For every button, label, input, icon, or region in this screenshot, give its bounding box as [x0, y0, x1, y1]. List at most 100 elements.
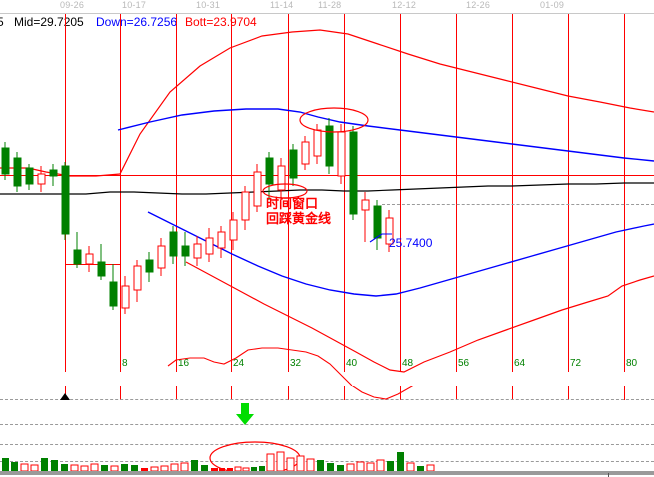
gridline-v-sub [288, 386, 289, 400]
triangle-marker-icon [60, 393, 70, 400]
volume-bar [327, 463, 334, 471]
candle [157, 238, 166, 276]
volume-bar [286, 457, 295, 472]
date-tick-4: 11-28 [318, 0, 342, 10]
volume-bar [131, 465, 138, 471]
gridline-v-sub [344, 386, 345, 400]
sub-dashed-level [0, 461, 654, 462]
axis-divider [0, 13, 654, 14]
volume-bar [90, 463, 99, 472]
gridline-v [624, 14, 625, 372]
sub-dashed-level [0, 424, 654, 425]
date-tick-6: 12-26 [466, 0, 491, 10]
oscillator-line-red [352, 386, 414, 400]
candle [217, 226, 226, 258]
bottom-band-red [185, 261, 654, 373]
date-axis: 09-26 10-17 10-31 11-14 11-28 12-12 12-2… [0, 0, 654, 14]
date-tick-7: 01-09 [540, 0, 565, 10]
volume-bar [201, 465, 208, 471]
sub-dashed-level [0, 399, 654, 400]
candle [205, 228, 214, 262]
volume-bar [417, 466, 424, 471]
candle [289, 144, 298, 186]
volume-bar [387, 461, 394, 471]
upper-band-red [0, 29, 654, 177]
readout-cut: 5 [0, 15, 4, 29]
price-series-svg [0, 29, 654, 373]
annotation-line-2: 回踩黄金线 [266, 212, 332, 227]
price-pane[interactable]: 时间窗口 回踩黄金线 25.7400 8 16 24 32 40 48 56 6… [0, 14, 654, 386]
gridline-v-sub [231, 386, 232, 400]
annotation-text: 时间窗口 回踩黄金线 [266, 197, 331, 227]
candle [301, 136, 310, 170]
volume-bar [180, 462, 189, 472]
candle [37, 166, 46, 192]
volume-bar [101, 465, 108, 471]
gridline-v-sub [624, 386, 625, 400]
candle [25, 164, 34, 190]
pricetag-leader [369, 233, 392, 243]
volume-bar [141, 468, 148, 471]
readout-bott: Bott=23.9704 [185, 15, 257, 29]
xnum-56: 56 [458, 358, 470, 369]
annotation-ellipse-resistance [262, 183, 308, 199]
gridline-v [120, 14, 121, 372]
gridline-v [456, 14, 457, 372]
candle [325, 118, 334, 174]
volume-bar [170, 463, 179, 472]
price-tag: 25.7400 [389, 236, 433, 250]
volume-bar [61, 464, 68, 471]
gridline-v [400, 14, 401, 372]
volume-bar [296, 455, 305, 472]
resistance-line [0, 175, 654, 176]
candle [49, 164, 58, 186]
sub-dashed-level [0, 444, 654, 445]
candle [253, 164, 262, 212]
xnum-48: 48 [402, 358, 414, 369]
candle [361, 192, 370, 242]
volume-bar [121, 464, 128, 471]
gridline-v [344, 14, 345, 372]
gridline-v-sub [176, 386, 177, 400]
gridline-v [288, 14, 289, 372]
volume-bar [346, 463, 355, 472]
date-tick-0: 09-26 [60, 0, 85, 10]
volume-bar [259, 466, 265, 471]
volume-bar [356, 461, 365, 472]
volume-bar [366, 462, 375, 472]
volume-bar [11, 462, 18, 471]
xnum-16: 16 [178, 358, 190, 369]
moving-average-black [0, 182, 654, 195]
candle [169, 226, 178, 264]
readout-mid: Mid=29.7205 [14, 15, 84, 29]
volume-bar [51, 460, 58, 471]
scroll-position-marker[interactable] [608, 473, 609, 477]
volume-bar [211, 468, 218, 471]
xnum-24: 24 [233, 358, 245, 369]
indicator-volume-pane[interactable] [0, 386, 654, 477]
date-tick-1: 10-17 [122, 0, 147, 10]
candle [1, 142, 10, 180]
candle [265, 152, 274, 200]
volume-bar [227, 468, 233, 471]
xnum-8: 8 [122, 358, 128, 369]
volume-bar [317, 460, 324, 471]
candle [277, 158, 286, 200]
date-tick-5: 12-12 [392, 0, 417, 10]
date-tick-2: 10-31 [196, 0, 221, 10]
volume-baseline [0, 471, 654, 475]
recent-low-dashed [382, 204, 654, 205]
candle [181, 232, 190, 266]
candle [109, 264, 118, 310]
candle [349, 126, 358, 220]
volume-bar [266, 453, 275, 472]
gridline-v [568, 14, 569, 372]
volume-bar [406, 462, 415, 472]
candle [121, 276, 130, 314]
gridline-v-sub [120, 386, 121, 400]
gridline-v-sub [568, 386, 569, 400]
gridline-v-sub [512, 386, 513, 400]
gridline-v [176, 14, 177, 372]
gridline-v-sub [456, 386, 457, 400]
